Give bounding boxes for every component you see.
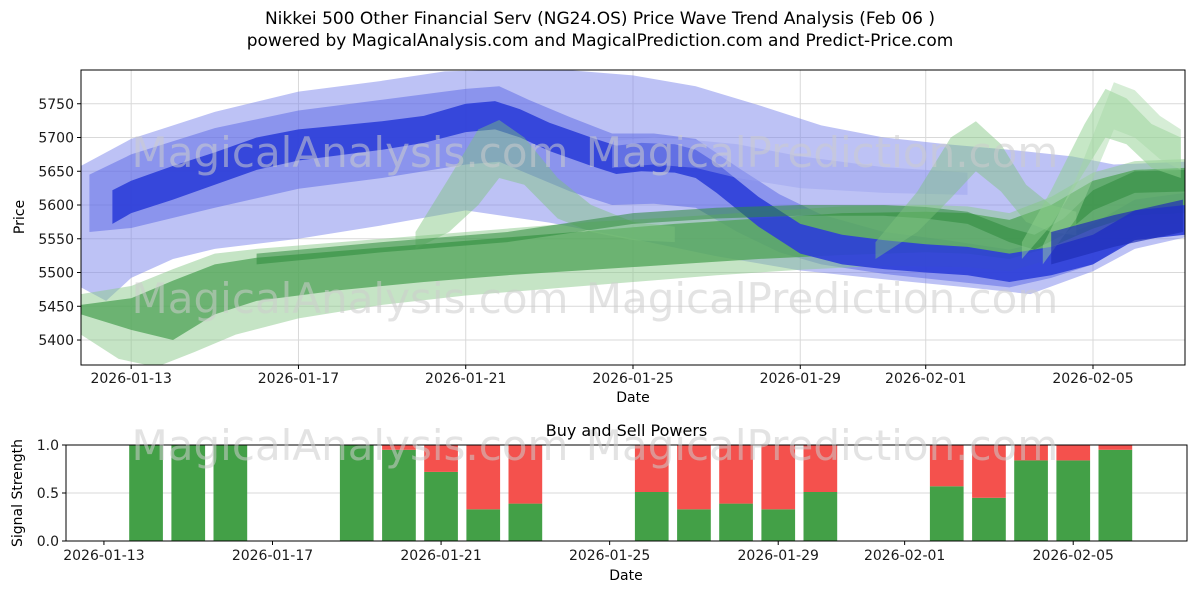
buy-power-bar <box>424 471 458 541</box>
figure-title: Nikkei 500 Other Financial Serv (NG24.OS… <box>0 8 1200 52</box>
sell-power-bar <box>677 445 711 510</box>
green-mid-band <box>81 167 1185 340</box>
price-xtick-label: 2026-01-17 <box>258 371 339 387</box>
signal-xtick-label: 2026-02-01 <box>864 548 945 564</box>
signal-ytick-label: 0.0 <box>37 534 59 550</box>
signal-ytick-label: 0.5 <box>37 486 59 502</box>
buy-power-bar <box>508 503 543 541</box>
signal-axis-label: Signal Strength <box>10 439 26 548</box>
buy-power-bar <box>1014 460 1048 541</box>
buy-power-bar <box>1056 460 1091 541</box>
figure-title-line2: powered by MagicalAnalysis.com and Magic… <box>246 31 954 51</box>
watermark-text: MagicalAnalysis.com <box>132 128 569 177</box>
price-ytick-label: 5700 <box>38 131 74 147</box>
watermark-text: MagicalPrediction.com <box>586 128 1059 177</box>
sell-power-bar <box>1014 445 1048 461</box>
figure-title-line1: Nikkei 500 Other Financial Serv (NG24.OS… <box>264 9 936 29</box>
sell-power-bar <box>424 445 458 472</box>
buy-power-bar <box>761 509 796 541</box>
buy-power-bar <box>466 509 501 541</box>
signal-xtick-label: 2026-02-05 <box>1033 548 1114 564</box>
price-xtick-label: 2026-01-29 <box>760 371 841 387</box>
price-ytick-label: 5500 <box>38 266 74 282</box>
signal-ytick-label: 1.0 <box>37 438 59 454</box>
price-xtick-label: 2026-02-05 <box>1052 371 1133 387</box>
watermark-text: MagicalPrediction.com <box>586 274 1059 323</box>
buy-power-bar <box>634 492 669 541</box>
sell-power-bar <box>382 445 416 450</box>
buy-power-bar <box>339 445 374 541</box>
buy-power-bar <box>129 445 163 541</box>
blue-core-band <box>112 101 1185 282</box>
sell-power-bar <box>761 445 796 510</box>
watermark-text: MagicalPrediction.com <box>586 421 1059 470</box>
sell-power-bar <box>1098 445 1133 450</box>
buy-power-bar <box>382 449 416 541</box>
price-xtick-label: 2026-01-25 <box>592 371 673 387</box>
sell-power-bar <box>803 445 838 492</box>
sell-power-bar <box>1056 445 1091 461</box>
price-axis-label: Price <box>12 199 28 235</box>
sell-power-bar <box>634 445 669 492</box>
buy-power-bar <box>677 509 711 541</box>
sell-power-bar <box>466 445 501 510</box>
signal-xtick-label: 2026-01-25 <box>569 548 650 564</box>
signal-xtick-label: 2026-01-29 <box>738 548 819 564</box>
price-chart-xlabel: Date <box>616 390 650 406</box>
signal-xtick-label: 2026-01-17 <box>232 548 313 564</box>
buy-power-bar <box>213 445 248 541</box>
blue-navy-right-band <box>1051 199 1183 265</box>
green-spike-right-2 <box>1042 82 1181 265</box>
sell-power-bar <box>929 445 964 487</box>
price-ytick-label: 5750 <box>38 97 74 113</box>
signal-xtick-label: 2026-01-13 <box>63 548 144 564</box>
sell-power-bar <box>719 445 753 504</box>
sell-power-bar <box>508 445 543 504</box>
signal-xtick-label: 2026-01-21 <box>400 548 481 564</box>
price-ytick-label: 5400 <box>38 333 74 349</box>
buy-power-bar <box>972 497 1006 541</box>
price-xtick-label: 2026-02-01 <box>885 371 966 387</box>
buy-power-bar <box>719 503 753 541</box>
price-ytick-label: 5450 <box>38 299 74 315</box>
price-xtick-label: 2026-01-13 <box>90 371 171 387</box>
watermark-text: MagicalAnalysis.com <box>132 274 569 323</box>
bar-chart-title: Buy and Sell Powers <box>545 421 708 440</box>
bar-chart-xlabel: Date <box>609 568 643 584</box>
watermark-text: MagicalAnalysis.com <box>132 421 569 470</box>
price-ytick-label: 5650 <box>38 164 74 180</box>
green-spike-feb02 <box>875 121 1077 259</box>
green-spike-right-1 <box>1021 88 1181 260</box>
price-xtick-label: 2026-01-21 <box>425 371 506 387</box>
buy-power-bar <box>929 486 964 541</box>
buy-power-bar <box>803 492 838 541</box>
blue-wisp-band <box>612 137 968 195</box>
green-core-band <box>256 169 1185 265</box>
price-ytick-label: 5550 <box>38 232 74 248</box>
buy-power-bar <box>1098 449 1133 541</box>
price-ytick-label: 5600 <box>38 198 74 214</box>
sell-power-bar <box>972 445 1006 498</box>
buy-power-bar <box>171 445 206 541</box>
